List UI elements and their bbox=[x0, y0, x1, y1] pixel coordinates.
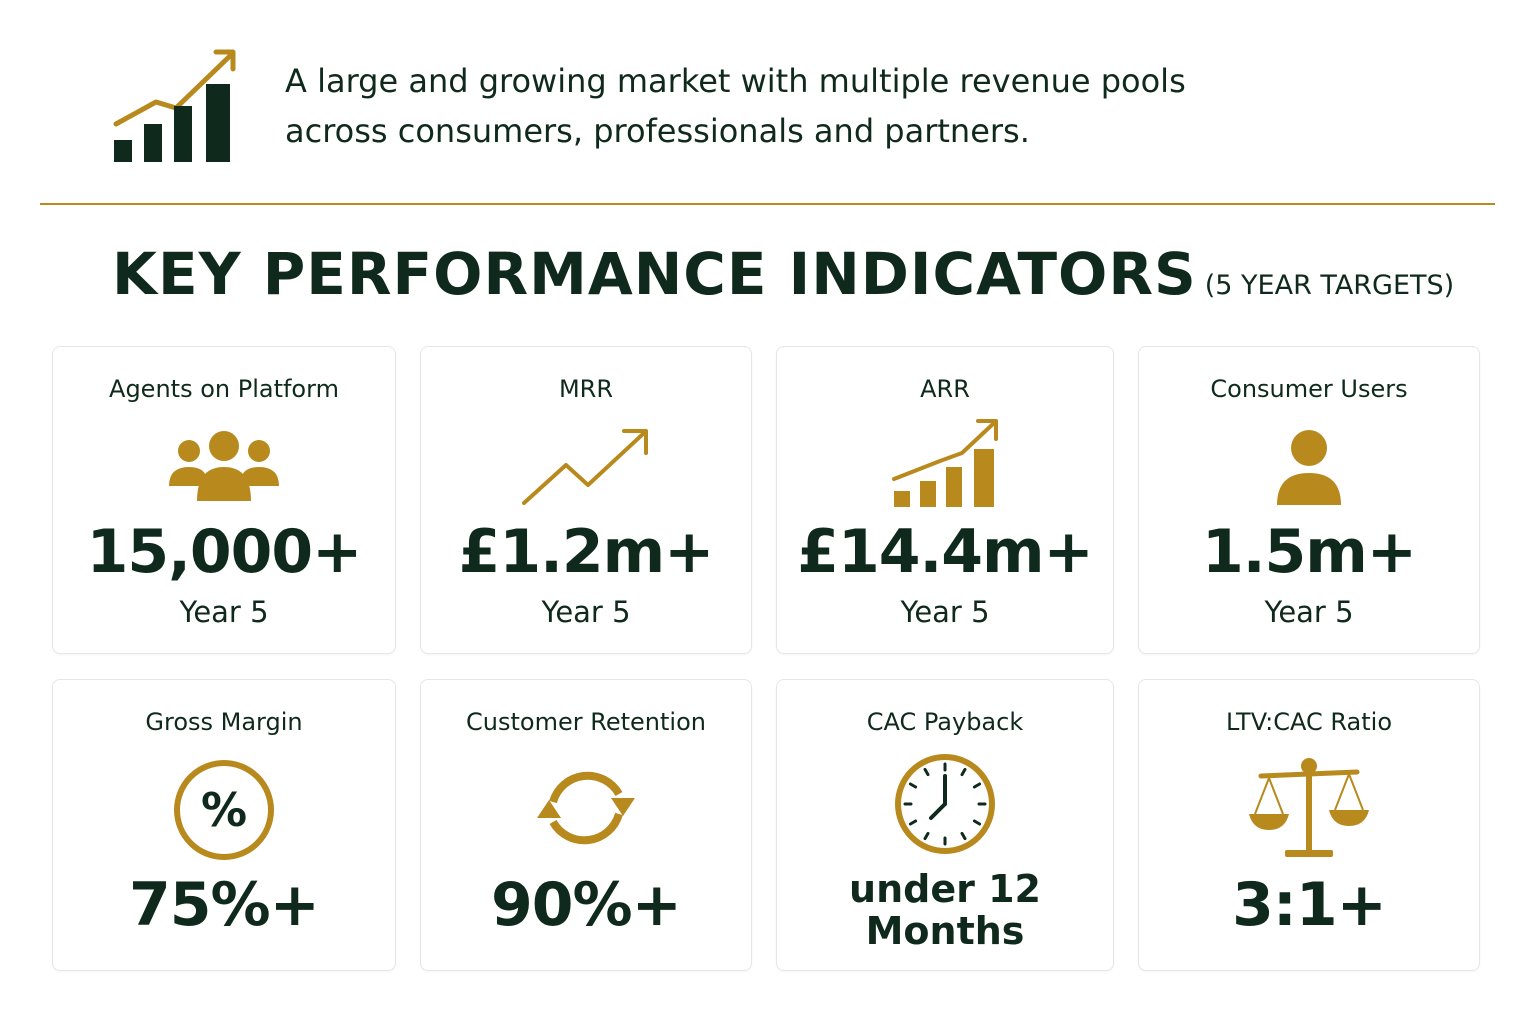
card-label: LTV:CAC Ratio bbox=[1225, 708, 1393, 736]
card-sub: Year 5 bbox=[541, 595, 631, 629]
kpi-card-mrr: MRR £1.2m+ Year 5 bbox=[420, 346, 752, 654]
intro-text: A large and growing market with multiple… bbox=[285, 56, 1285, 156]
card-value: 3:1+ bbox=[1232, 870, 1387, 940]
card-sub: Year 5 bbox=[1264, 595, 1354, 629]
card-label: MRR bbox=[558, 375, 614, 403]
card-value: under 12 Months bbox=[777, 868, 1113, 952]
card-value: 75%+ bbox=[129, 870, 320, 940]
kpi-card-gross-margin: Gross Margin % 75%+ bbox=[52, 679, 396, 971]
trend-up-line-icon bbox=[520, 427, 652, 507]
people-group-icon bbox=[169, 431, 279, 503]
card-value-line-2: Months bbox=[865, 909, 1025, 953]
card-label: CAC Payback bbox=[866, 708, 1024, 736]
growth-bar-chart-icon bbox=[108, 44, 236, 166]
intro-line-2: across consumers, professionals and part… bbox=[285, 112, 1030, 150]
kpi-card-cac-payback: CAC Payback under 12 Months bbox=[776, 679, 1114, 971]
card-value: £1.2m+ bbox=[458, 517, 715, 587]
kpi-card-customer-retention: Customer Retention 90%+ bbox=[420, 679, 752, 971]
card-value: 1.5m+ bbox=[1201, 517, 1417, 587]
user-icon bbox=[1275, 429, 1343, 507]
card-label: ARR bbox=[920, 375, 970, 403]
percent-circle-icon: % bbox=[172, 758, 276, 862]
card-label: Consumer Users bbox=[1210, 375, 1408, 403]
kpi-title: KEY PERFORMANCE INDICATORS bbox=[112, 240, 1197, 308]
growth-bar-chart-icon bbox=[890, 417, 1000, 509]
kpi-card-consumer-users: Consumer Users 1.5m+ Year 5 bbox=[1138, 346, 1480, 654]
card-value-line-1: under 12 bbox=[849, 867, 1041, 911]
kpi-subtitle: (5 YEAR TARGETS) bbox=[1204, 270, 1455, 301]
kpi-card-agents: Agents on Platform 15,000+ Year 5 bbox=[52, 346, 396, 654]
svg-text:%: % bbox=[201, 783, 247, 837]
intro-line-1: A large and growing market with multiple… bbox=[285, 62, 1186, 100]
card-sub: Year 5 bbox=[179, 595, 269, 629]
section-divider bbox=[40, 203, 1495, 205]
card-value: £14.4m+ bbox=[797, 517, 1094, 587]
card-value: 15,000+ bbox=[86, 517, 363, 587]
kpi-card-ltv-cac: LTV:CAC Ratio 3:1+ bbox=[1138, 679, 1480, 971]
card-label: Agents on Platform bbox=[109, 375, 339, 403]
refresh-cycle-icon bbox=[531, 758, 641, 858]
card-label: Gross Margin bbox=[145, 708, 303, 736]
card-sub: Year 5 bbox=[900, 595, 990, 629]
balance-scale-icon bbox=[1247, 756, 1371, 860]
kpi-heading: KEY PERFORMANCE INDICATORS (5 YEAR TARGET… bbox=[112, 240, 1454, 308]
kpi-card-arr: ARR £14.4m+ Year 5 bbox=[776, 346, 1114, 654]
card-label: Customer Retention bbox=[466, 708, 706, 736]
card-value: 90%+ bbox=[491, 870, 682, 940]
clock-icon bbox=[893, 752, 997, 856]
